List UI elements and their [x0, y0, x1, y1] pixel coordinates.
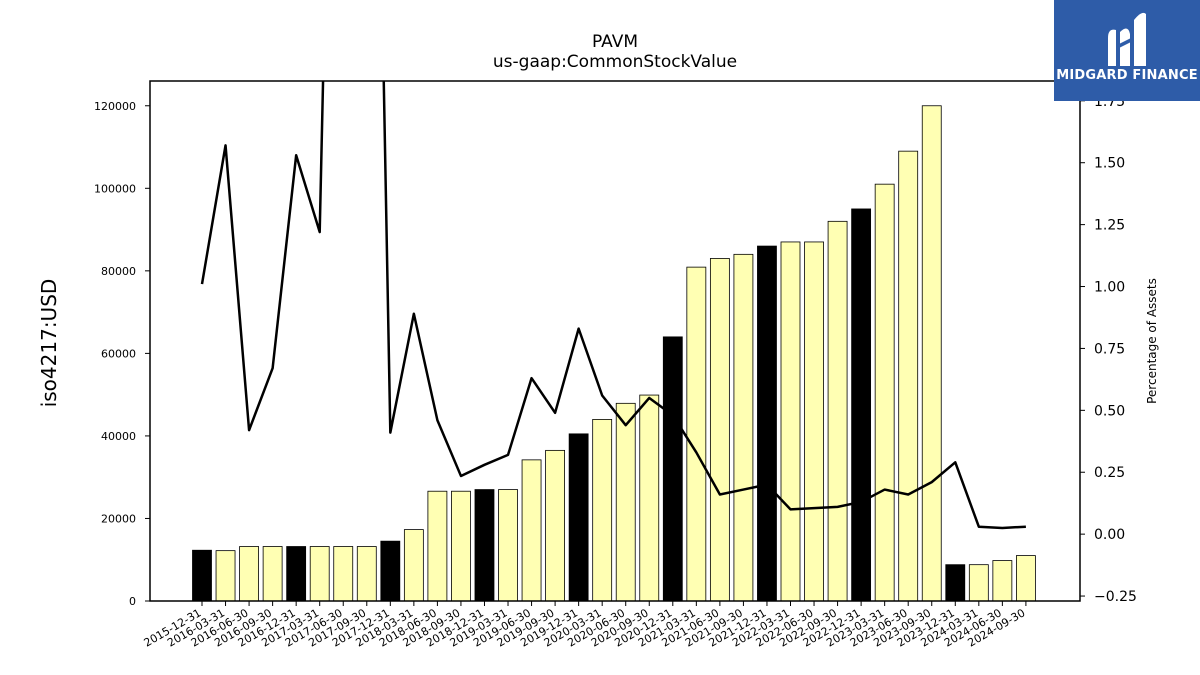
bar-2024-09-30 — [1016, 555, 1036, 601]
y-tick-label-right: 0.00 — [1094, 527, 1125, 543]
y-tick-label-left: 80000 — [101, 265, 136, 278]
line-series — [200, 81, 1026, 530]
y-tick-label-left: 120000 — [94, 100, 136, 113]
bar-2021-09-30 — [733, 253, 754, 601]
bar-2022-06-30 — [804, 241, 824, 601]
bar-2021-06-30 — [709, 258, 730, 601]
bar-2019-06-30 — [521, 459, 542, 601]
bar-2017-12-31 — [380, 540, 401, 601]
y-tick-label-left: 100000 — [94, 182, 136, 195]
chart-subtitle: us-gaap:CommonStockValue — [492, 52, 738, 72]
y-axis-label-right: Percentage of Assets — [1145, 278, 1159, 404]
plot-frame — [149, 80, 1081, 602]
bar-2016-03-31 — [215, 550, 236, 601]
bar-series — [192, 105, 1036, 601]
y-axis-left: 0 20000 40000 60000 80000 100000 120000 — [94, 100, 150, 608]
y-tick-label-left: 60000 — [101, 347, 136, 360]
chart-title: PAVM — [591, 32, 638, 52]
y-tick-label-right: 0.25 — [1094, 465, 1125, 481]
bar-2023-03-31 — [874, 183, 895, 601]
bar-2017-03-31 — [309, 546, 330, 601]
bar-2018-12-31 — [474, 489, 495, 601]
bar-2018-03-31 — [403, 529, 424, 601]
bar-2018-06-30 — [427, 490, 448, 601]
logo-text: MIDGARD FINANCE — [1056, 68, 1198, 83]
y-axis-label-left: iso4217:USD — [37, 278, 61, 408]
bar-2018-09-30 — [451, 490, 471, 601]
y-tick-label-right: −0.25 — [1094, 589, 1137, 605]
bar-2020-06-30 — [615, 402, 636, 601]
bar-2023-09-30 — [921, 105, 942, 601]
bar-2023-12-31 — [945, 564, 966, 601]
bar-2019-12-31 — [568, 433, 589, 601]
bar-2019-09-30 — [545, 449, 565, 601]
bar-2021-03-31 — [686, 266, 707, 601]
bar-2024-03-31 — [968, 564, 989, 601]
bar-2022-03-31 — [780, 241, 801, 601]
bar-2017-09-30 — [356, 546, 377, 601]
y-tick-label-right: 1.00 — [1094, 280, 1125, 296]
y-axis-right: −0.250.000.250.500.751.001.251.501.75 — [1080, 94, 1137, 605]
bar-2020-03-31 — [592, 419, 613, 601]
bar-2019-03-31 — [498, 489, 518, 601]
y-tick-label-right: 0.50 — [1094, 403, 1125, 419]
bar-2015-12-31 — [192, 549, 212, 601]
bar-2016-09-30 — [262, 546, 283, 601]
bar-2023-06-30 — [898, 150, 919, 601]
bar-2016-12-31 — [286, 546, 307, 601]
bar-2021-12-31 — [757, 245, 777, 601]
bar-2020-12-31 — [662, 336, 683, 601]
y-tick-label-right: 1.25 — [1094, 218, 1125, 234]
bar-2017-06-30 — [333, 546, 354, 601]
percentage-of-assets-line — [200, 81, 1026, 530]
bar-2024-06-30 — [992, 560, 1013, 601]
y-tick-label-left: 40000 — [101, 430, 136, 443]
y-tick-label-left: 20000 — [101, 512, 136, 525]
logo-mark-icon — [1108, 12, 1146, 67]
bar-2020-09-30 — [639, 394, 660, 601]
y-tick-label-left: 0 — [129, 595, 136, 608]
y-tick-label-right: 0.75 — [1094, 341, 1125, 357]
y-tick-label-right: 1.50 — [1094, 156, 1125, 172]
bar-2022-12-31 — [851, 208, 872, 601]
bar-2016-06-30 — [239, 546, 259, 601]
bar-2022-09-30 — [827, 220, 848, 601]
x-axis: 2015-12-312016-03-312016-06-302016-09-30… — [142, 601, 1027, 650]
